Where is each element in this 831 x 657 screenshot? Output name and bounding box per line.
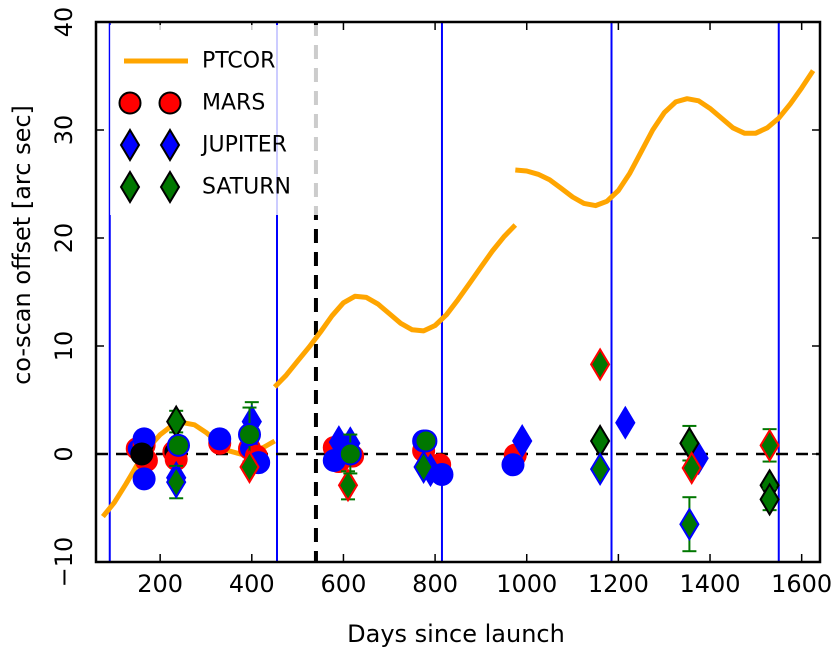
x-tick-label: 800: [412, 570, 458, 598]
saturn-point: [130, 442, 154, 466]
saturn-point: [681, 451, 702, 485]
jupiter-point: [679, 507, 700, 542]
saturn-point: [239, 450, 260, 484]
jupiter-point: [430, 463, 454, 487]
y-tick-label: 10: [50, 331, 78, 362]
legend-mars-marker: [118, 91, 142, 115]
x-tick-label: 1400: [679, 570, 740, 598]
legend-box: [110, 25, 320, 215]
x-tick-label: 200: [137, 570, 183, 598]
jupiter-point: [208, 427, 232, 451]
saturn-point: [166, 433, 190, 457]
legend-jupiter-label: JUPITER: [200, 133, 287, 158]
x-tick-label: 1600: [771, 570, 831, 598]
x-tick-label: 600: [321, 570, 367, 598]
x-tick-label: 1000: [496, 570, 557, 598]
ptcor-line: [515, 69, 816, 209]
saturn-point: [414, 429, 438, 453]
legend-jupiter-marker: [119, 128, 141, 162]
jupiter-point: [615, 405, 636, 440]
jupiter-point: [512, 424, 533, 458]
legend-mars-marker: [158, 91, 182, 115]
saturn-point: [589, 347, 611, 382]
jupiter-point: [501, 453, 525, 477]
saturn-point: [238, 423, 262, 447]
saturn-point: [759, 482, 780, 517]
saturn-point: [589, 424, 611, 458]
saturn-point: [589, 452, 611, 487]
plot-frame: [94, 20, 822, 564]
legend-jupiter-marker: [159, 128, 181, 162]
legend-mars-label: MARS: [202, 91, 265, 116]
y-tick-label: 30: [50, 115, 78, 146]
y-tick-label: −10: [50, 537, 78, 588]
y-tick-label: 0: [50, 446, 78, 461]
ptcor-line: [272, 223, 518, 389]
y-axis-label: co-scan offset [arc sec]: [8, 105, 36, 385]
legend-ptcor-label: PTCOR: [202, 49, 275, 74]
saturn-point: [337, 468, 359, 503]
saturn-point: [338, 442, 362, 466]
legend-saturn-label: SATURN: [202, 175, 291, 200]
saturn-point: [413, 450, 434, 484]
legend-saturn-marker: [119, 170, 141, 204]
legend-saturn-marker: [159, 170, 181, 204]
y-tick-label: 40: [50, 7, 78, 38]
y-tick-label: 20: [50, 223, 78, 254]
saturn-point: [759, 428, 780, 463]
x-tick-label: 400: [229, 570, 275, 598]
x-tick-label: 1200: [588, 570, 649, 598]
saturn-point: [166, 465, 187, 500]
jupiter-point: [132, 467, 156, 491]
x-axis-label: Days since launch: [347, 620, 565, 648]
